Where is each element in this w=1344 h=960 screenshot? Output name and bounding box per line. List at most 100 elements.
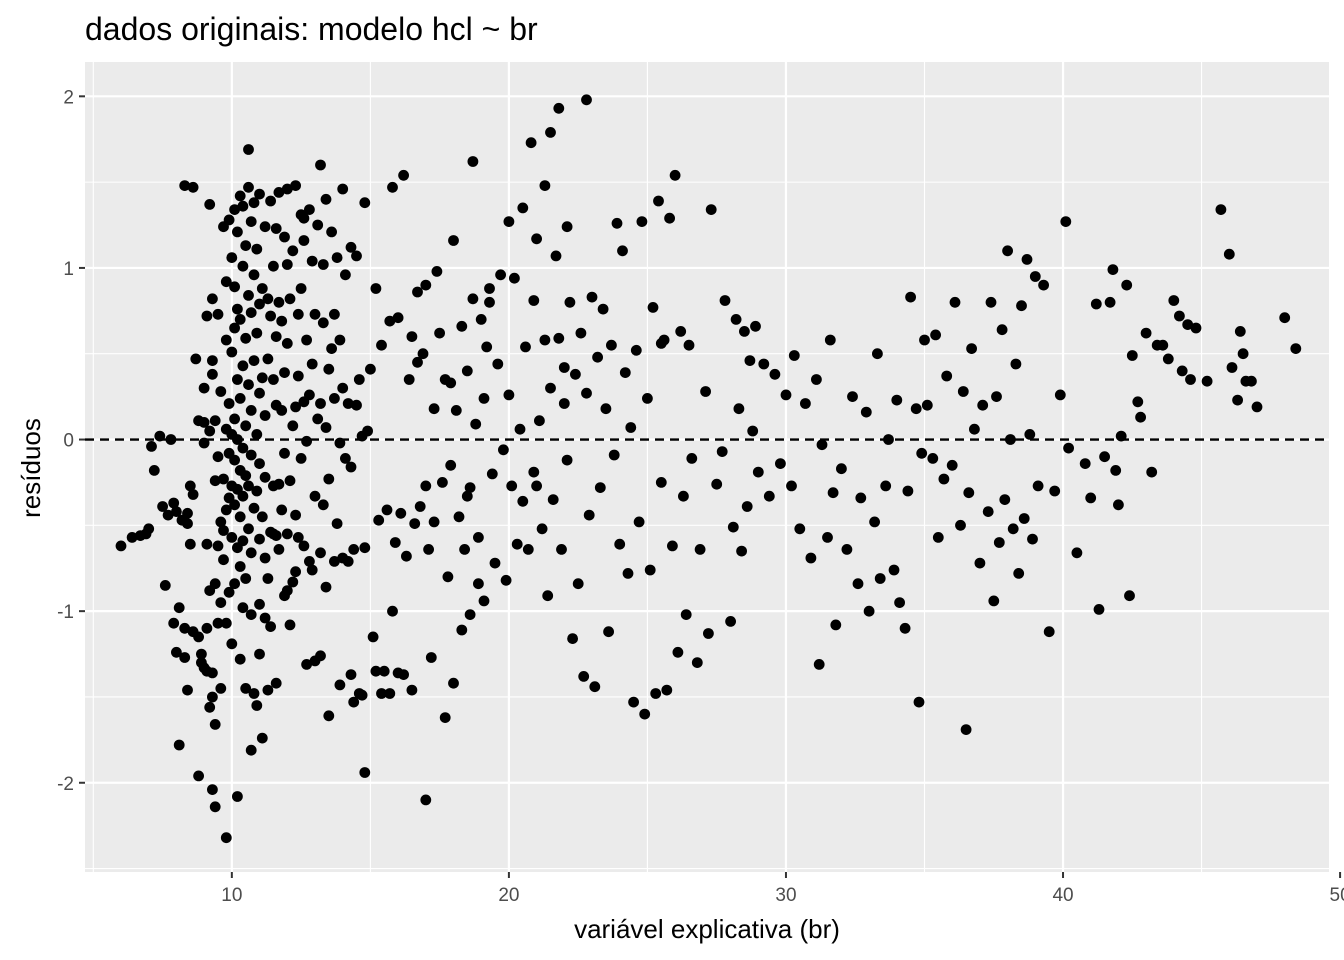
data-point bbox=[539, 180, 551, 192]
data-point bbox=[575, 327, 587, 339]
data-point bbox=[212, 451, 224, 463]
data-point bbox=[470, 418, 482, 430]
data-point bbox=[179, 180, 191, 192]
data-point bbox=[625, 422, 637, 433]
data-point bbox=[334, 437, 346, 449]
data-point bbox=[733, 403, 745, 415]
data-point bbox=[484, 283, 495, 294]
data-point bbox=[473, 532, 484, 543]
data-point bbox=[196, 648, 207, 660]
data-point bbox=[747, 425, 759, 437]
data-point bbox=[234, 393, 246, 404]
data-point bbox=[232, 303, 243, 315]
data-point bbox=[245, 216, 257, 228]
data-point bbox=[453, 511, 465, 523]
data-point bbox=[209, 475, 221, 487]
data-point bbox=[996, 324, 1008, 336]
data-point bbox=[1126, 350, 1138, 361]
data-point bbox=[672, 646, 684, 658]
data-point bbox=[215, 386, 227, 397]
data-point bbox=[329, 393, 340, 404]
data-point bbox=[1079, 458, 1091, 469]
data-point bbox=[650, 688, 662, 699]
data-point bbox=[417, 348, 429, 360]
data-point bbox=[420, 794, 432, 806]
data-point bbox=[489, 557, 501, 569]
data-point bbox=[240, 420, 252, 432]
data-point bbox=[730, 314, 742, 325]
data-point bbox=[608, 449, 620, 461]
data-point bbox=[1043, 626, 1055, 638]
data-point bbox=[636, 216, 648, 228]
data-point bbox=[655, 477, 667, 488]
data-point bbox=[232, 434, 243, 445]
data-point bbox=[545, 126, 556, 138]
data-point bbox=[276, 315, 288, 327]
data-point bbox=[941, 370, 953, 382]
data-point bbox=[1029, 271, 1041, 282]
data-point bbox=[187, 181, 199, 193]
data-point bbox=[370, 283, 382, 294]
data-point bbox=[1021, 254, 1033, 265]
data-point bbox=[345, 669, 357, 680]
data-point bbox=[182, 518, 193, 529]
data-point bbox=[481, 341, 493, 353]
data-point bbox=[376, 339, 387, 351]
data-point bbox=[245, 405, 257, 416]
data-point bbox=[863, 605, 875, 617]
data-point bbox=[619, 367, 631, 378]
data-point bbox=[420, 480, 432, 492]
data-point bbox=[226, 638, 238, 650]
data-point bbox=[387, 181, 398, 193]
data-point bbox=[528, 466, 540, 478]
data-point bbox=[597, 303, 609, 315]
data-point bbox=[1132, 396, 1144, 408]
data-point bbox=[603, 626, 614, 638]
data-point bbox=[320, 581, 332, 593]
data-point bbox=[617, 245, 628, 257]
data-point bbox=[431, 266, 443, 277]
data-point bbox=[805, 552, 817, 564]
data-point bbox=[229, 322, 241, 334]
data-point bbox=[949, 296, 961, 308]
data-point bbox=[1226, 362, 1238, 373]
data-point bbox=[287, 576, 299, 588]
data-point bbox=[644, 564, 656, 576]
data-point bbox=[251, 485, 263, 497]
y-tick-label: -1 bbox=[57, 602, 74, 623]
data-point bbox=[256, 372, 268, 384]
data-point bbox=[334, 334, 346, 346]
data-point bbox=[813, 659, 825, 670]
data-point bbox=[279, 447, 290, 459]
data-point bbox=[207, 355, 218, 366]
data-point bbox=[642, 393, 653, 404]
data-point bbox=[279, 231, 290, 243]
data-point bbox=[985, 296, 997, 308]
data-point bbox=[281, 585, 293, 596]
data-point bbox=[473, 578, 484, 590]
data-point bbox=[265, 621, 276, 632]
data-point bbox=[414, 501, 426, 512]
data-point bbox=[550, 250, 562, 262]
data-point bbox=[193, 770, 205, 782]
data-point bbox=[359, 542, 371, 554]
data-point bbox=[245, 449, 257, 461]
data-point bbox=[204, 701, 216, 713]
data-point bbox=[780, 389, 792, 401]
data-point bbox=[229, 281, 241, 293]
data-point bbox=[273, 296, 285, 308]
data-point bbox=[628, 696, 639, 708]
data-point bbox=[514, 423, 526, 435]
data-point bbox=[215, 597, 227, 608]
data-point bbox=[955, 519, 966, 531]
data-point bbox=[329, 556, 340, 567]
data-point bbox=[218, 554, 229, 566]
data-point bbox=[683, 339, 695, 351]
data-point bbox=[243, 523, 254, 535]
data-point bbox=[572, 578, 584, 590]
data-point bbox=[561, 454, 573, 466]
data-point bbox=[528, 295, 540, 306]
data-point bbox=[262, 293, 274, 305]
data-point bbox=[1223, 248, 1235, 260]
data-point bbox=[179, 652, 191, 663]
